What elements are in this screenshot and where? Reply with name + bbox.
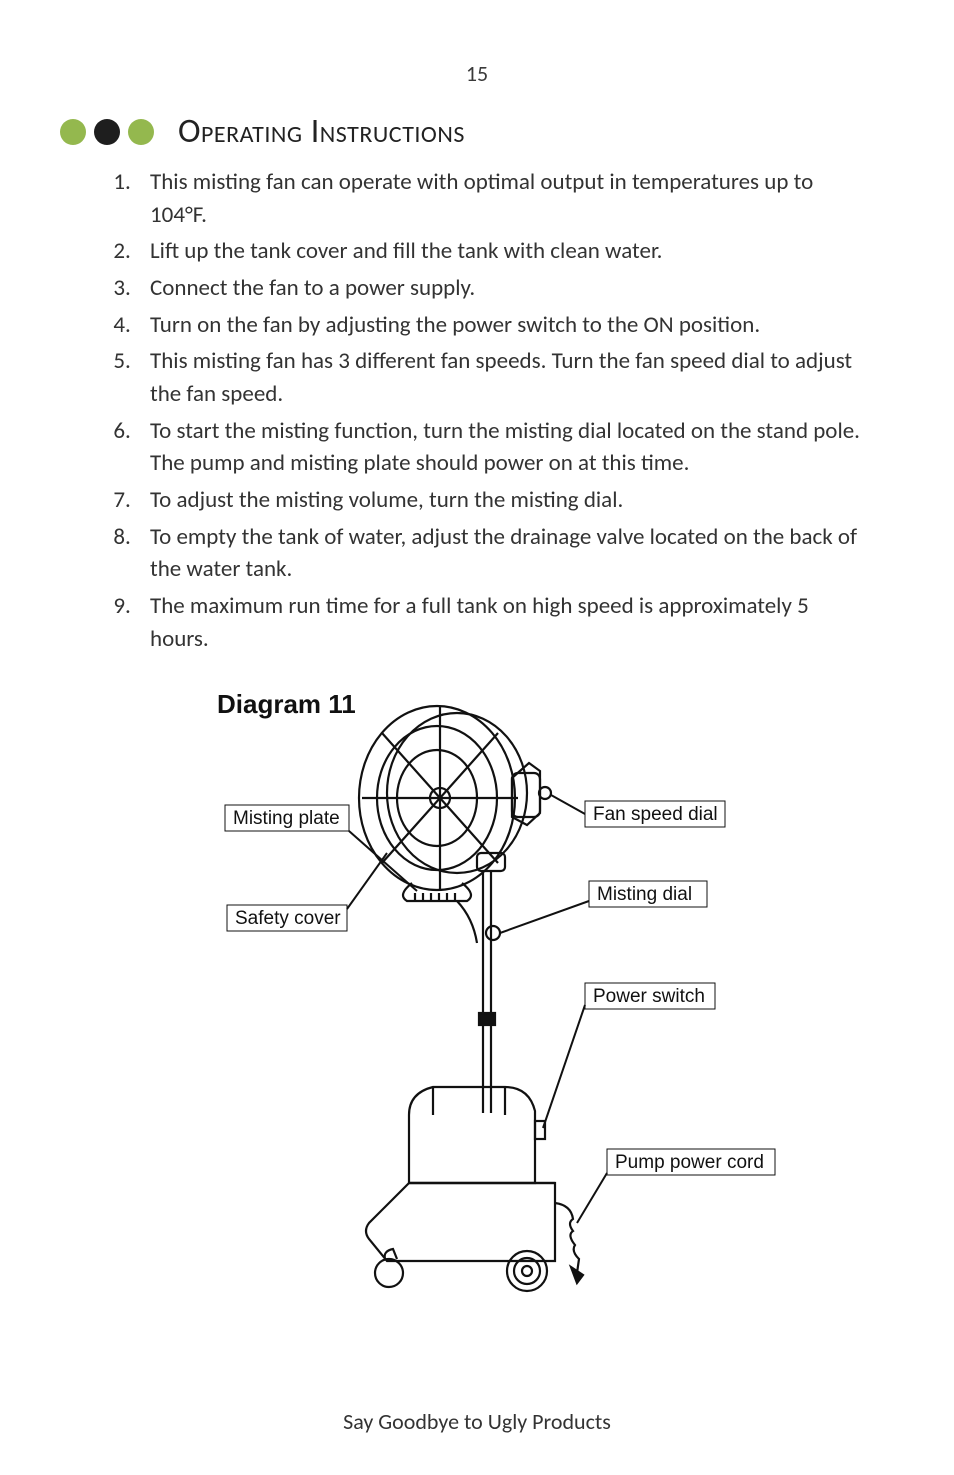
page-number: 15 (90, 60, 864, 87)
instruction-item: The maximum run time for a full tank on … (136, 590, 864, 655)
label-misting-plate: Misting plate (233, 808, 340, 829)
instruction-item: Connect the fan to a power supply. (136, 272, 864, 305)
callout-line (500, 901, 589, 933)
label-safety-cover: Safety cover (235, 908, 341, 929)
section-heading: Operating Instructions (178, 111, 465, 152)
label-fan-speed-dial: Fan speed dial (593, 804, 718, 825)
instruction-item: Turn on the fan by adjusting the power s… (136, 309, 864, 342)
diagram-container: Diagram 11 (90, 683, 864, 1323)
label-misting-dial: Misting dial (597, 884, 692, 905)
fan-pole-icon (479, 871, 500, 1113)
diagram-title: Diagram 11 (217, 689, 356, 719)
callout-line (347, 853, 387, 909)
instruction-item: This misting fan can operate with optima… (136, 166, 864, 231)
bullet-dot-icon (128, 119, 154, 145)
instruction-item: To empty the tank of water, adjust the d… (136, 521, 864, 586)
instruction-list: This misting fan can operate with optima… (90, 166, 864, 655)
fan-head-icon (359, 706, 551, 943)
callout-line (577, 1173, 607, 1223)
instruction-item: To start the misting function, turn the … (136, 415, 864, 480)
fan-base-icon (366, 1087, 583, 1291)
instruction-item: Lift up the tank cover and fill the tank… (136, 235, 864, 268)
heading-row: Operating Instructions (60, 111, 864, 152)
fan-diagram: Diagram 11 (157, 683, 797, 1323)
label-power-switch: Power switch (593, 986, 705, 1007)
bullet-dot-icon (60, 119, 86, 145)
label-pump-power-cord: Pump power cord (615, 1152, 764, 1173)
instruction-item: To adjust the misting volume, turn the m… (136, 484, 864, 517)
page-container: 15 Operating Instructions This misting f… (0, 0, 954, 1475)
callout-line (543, 1005, 585, 1128)
footer-tagline: Say Goodbye to Ugly Products (0, 1408, 954, 1435)
callout-line (551, 795, 585, 814)
bullet-dot-icon (94, 119, 120, 145)
instruction-item: This misting fan has 3 different fan spe… (136, 345, 864, 410)
